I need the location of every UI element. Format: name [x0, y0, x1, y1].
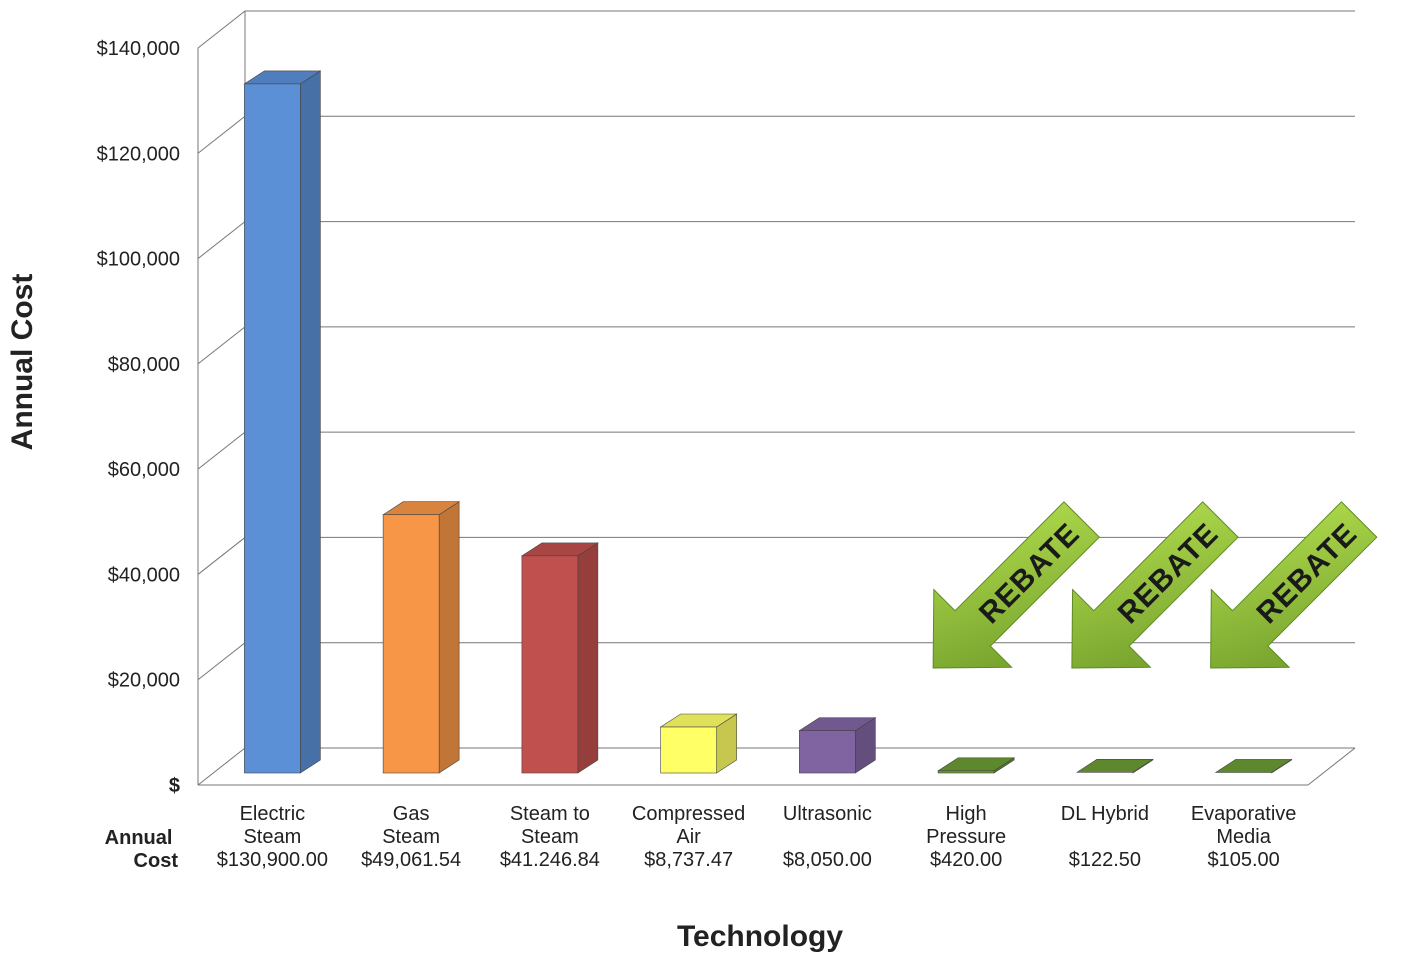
x-axis-title: Technology — [677, 920, 843, 953]
annual-cost-label: $105.00 — [1207, 849, 1279, 871]
category-label: Evaporative Media — [1191, 803, 1297, 848]
grid-line — [197, 326, 1355, 365]
bar-front — [244, 83, 301, 774]
annual-cost-label: $41.246.84 — [500, 849, 600, 871]
bar-side — [577, 542, 599, 774]
bar-front — [521, 555, 579, 774]
annual-cost-label: $49,061.54 — [361, 849, 461, 871]
y-tick-label: $100,000 — [97, 249, 180, 271]
bar — [243, 70, 322, 774]
bar-front — [799, 730, 856, 774]
rebate-label: REBATE — [1112, 517, 1225, 630]
annual-cost-label: $420.00 — [930, 849, 1002, 871]
bar-top — [1075, 759, 1154, 773]
annual-cost-row-label: Annual Cost — [105, 827, 179, 872]
bar-top — [1214, 759, 1293, 773]
category-label: Gas Steam — [382, 803, 440, 848]
rebate-arrow: REBATE — [932, 501, 1101, 669]
category-label: Steam to Steam — [510, 803, 590, 848]
bar — [382, 501, 461, 774]
y-tick-label: $20,000 — [108, 670, 180, 692]
bar — [1214, 758, 1293, 774]
y-tick-label: $ — [169, 775, 180, 797]
category-label: DL Hybrid — [1061, 803, 1149, 825]
bar — [659, 713, 738, 774]
annual-cost-label: $122.50 — [1069, 849, 1141, 871]
y-tick-label: $40,000 — [108, 564, 180, 586]
bar-front — [937, 770, 995, 774]
bar — [520, 542, 599, 774]
grid-line — [197, 642, 1355, 681]
rebate-annotations: REBATE REBATE REBATE — [932, 501, 1378, 669]
bar — [937, 757, 1016, 774]
bar-top — [937, 757, 1016, 772]
bar-side — [438, 501, 460, 774]
grid-line — [197, 115, 1355, 154]
annual-cost-label: $130,900.00 — [217, 849, 328, 871]
bars — [243, 70, 1293, 774]
category-label: Electric Steam — [240, 803, 306, 848]
y-tick-label: $120,000 — [97, 143, 180, 165]
y-tick-label: $140,000 — [97, 38, 180, 60]
category-label: Compressed Air — [632, 803, 745, 848]
floor-side-edge — [1307, 747, 1356, 786]
arrow-shape — [1210, 501, 1378, 669]
grid-line — [197, 431, 1355, 470]
bar-front — [660, 726, 717, 774]
category-label: High Pressure — [926, 803, 1006, 848]
bar — [1075, 758, 1154, 774]
y-tick-label: $60,000 — [108, 459, 180, 481]
annual-cost-label: $8,050.00 — [783, 849, 872, 871]
rebate-label: REBATE — [1251, 517, 1364, 630]
bar-front — [382, 514, 440, 774]
annual-cost-label: $8,737.47 — [644, 849, 733, 871]
grid-lines — [197, 10, 1356, 786]
arrow-shape — [1071, 501, 1239, 669]
category-label: Ultrasonic — [783, 803, 872, 825]
grid-line — [197, 747, 1355, 786]
rebate-label: REBATE — [973, 517, 1086, 630]
y-axis-title: Annual Cost — [6, 274, 39, 451]
y-tick-labels: $ $20,000 $40,000 $60,000 $80,000 $100,000 $12… — [97, 38, 180, 797]
arrow-shape — [932, 501, 1101, 669]
bar-side — [300, 70, 321, 774]
grid-line — [197, 221, 1355, 259]
y-tick-label: $80,000 — [108, 354, 180, 376]
bar — [798, 717, 877, 774]
category-labels: Electric Steam$130,900.00 Gas Steam$49,061.… — [217, 803, 1297, 871]
grid-line — [197, 10, 1355, 49]
